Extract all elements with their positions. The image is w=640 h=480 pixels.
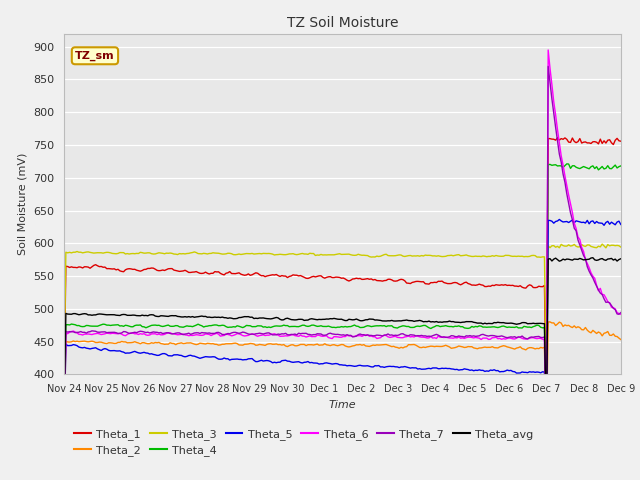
- Theta_avg: [589, 255, 596, 261]
- Theta_5: [556, 216, 563, 222]
- Theta_avg: [390, 318, 397, 324]
- Theta_6: [568, 210, 576, 216]
- Theta_2: [568, 324, 576, 330]
- Theta_1: [529, 285, 537, 290]
- Theta_3: [617, 244, 625, 250]
- Line: Theta_2: Theta_2: [64, 322, 621, 444]
- Theta_1: [401, 278, 408, 284]
- Theta_1: [617, 138, 625, 144]
- X-axis label: Time: Time: [328, 400, 356, 409]
- Line: Theta_6: Theta_6: [64, 50, 621, 439]
- Theta_avg: [543, 425, 550, 431]
- Theta_2: [617, 336, 625, 342]
- Theta_2: [62, 338, 70, 344]
- Line: Theta_1: Theta_1: [64, 138, 621, 402]
- Text: TZ_sm: TZ_sm: [75, 51, 115, 61]
- Theta_7: [529, 335, 537, 340]
- Theta_6: [529, 335, 537, 340]
- Theta_3: [529, 252, 537, 258]
- Theta_3: [566, 243, 574, 249]
- Line: Theta_7: Theta_7: [64, 66, 621, 436]
- Theta_3: [598, 241, 606, 247]
- Theta_avg: [529, 320, 537, 326]
- Theta_4: [529, 324, 537, 329]
- Y-axis label: Soil Moisture (mV): Soil Moisture (mV): [17, 153, 28, 255]
- Line: Theta_avg: Theta_avg: [64, 258, 621, 428]
- Line: Theta_3: Theta_3: [64, 244, 621, 383]
- Theta_7: [401, 332, 408, 338]
- Theta_7: [545, 63, 552, 69]
- Theta_1: [554, 135, 561, 141]
- Theta_6: [401, 334, 408, 340]
- Theta_5: [617, 222, 625, 228]
- Theta_6: [390, 334, 397, 339]
- Theta_5: [60, 438, 68, 444]
- Theta_6: [62, 331, 70, 336]
- Theta_6: [543, 436, 550, 442]
- Theta_avg: [566, 257, 574, 263]
- Theta_avg: [392, 318, 399, 324]
- Theta_3: [543, 380, 550, 386]
- Theta_4: [392, 325, 399, 331]
- Theta_3: [390, 253, 397, 259]
- Theta_2: [390, 344, 397, 349]
- Theta_2: [529, 345, 537, 351]
- Theta_5: [401, 364, 408, 370]
- Theta_3: [60, 378, 68, 384]
- Theta_2: [546, 319, 554, 325]
- Theta_6: [392, 334, 399, 339]
- Theta_4: [563, 161, 571, 167]
- Theta_7: [60, 430, 68, 436]
- Title: TZ Soil Moisture: TZ Soil Moisture: [287, 16, 398, 30]
- Theta_1: [568, 135, 576, 141]
- Theta_6: [617, 312, 625, 317]
- Legend: Theta_1, Theta_2, Theta_3, Theta_4, Theta_5, Theta_6, Theta_7, Theta_avg: Theta_1, Theta_2, Theta_3, Theta_4, Thet…: [70, 424, 538, 460]
- Theta_5: [390, 363, 397, 369]
- Theta_2: [60, 436, 68, 442]
- Theta_7: [543, 433, 550, 439]
- Theta_4: [568, 163, 576, 168]
- Theta_1: [60, 387, 68, 393]
- Theta_4: [390, 324, 397, 330]
- Theta_5: [529, 369, 537, 375]
- Theta_4: [543, 427, 550, 433]
- Theta_3: [392, 253, 399, 259]
- Theta_4: [60, 426, 68, 432]
- Theta_5: [543, 457, 550, 463]
- Theta_2: [392, 344, 399, 350]
- Theta_1: [392, 278, 399, 284]
- Theta_7: [390, 333, 397, 338]
- Theta_7: [568, 217, 576, 223]
- Theta_avg: [617, 256, 625, 262]
- Theta_avg: [401, 317, 408, 323]
- Theta_6: [545, 47, 552, 53]
- Line: Theta_5: Theta_5: [64, 219, 621, 460]
- Theta_1: [543, 399, 550, 405]
- Theta_1: [62, 264, 70, 269]
- Theta_7: [62, 328, 70, 334]
- Theta_2: [401, 344, 408, 350]
- Theta_4: [62, 322, 70, 328]
- Theta_4: [617, 163, 625, 169]
- Theta_5: [568, 217, 576, 223]
- Theta_3: [62, 250, 70, 255]
- Theta_5: [62, 341, 70, 347]
- Theta_7: [392, 332, 399, 338]
- Theta_7: [617, 310, 625, 315]
- Theta_4: [401, 323, 408, 329]
- Theta_6: [60, 432, 68, 438]
- Line: Theta_4: Theta_4: [64, 164, 621, 430]
- Theta_1: [390, 278, 397, 284]
- Theta_avg: [60, 419, 68, 424]
- Theta_2: [543, 441, 550, 447]
- Theta_avg: [62, 311, 70, 316]
- Theta_5: [392, 364, 399, 370]
- Theta_3: [401, 253, 408, 259]
